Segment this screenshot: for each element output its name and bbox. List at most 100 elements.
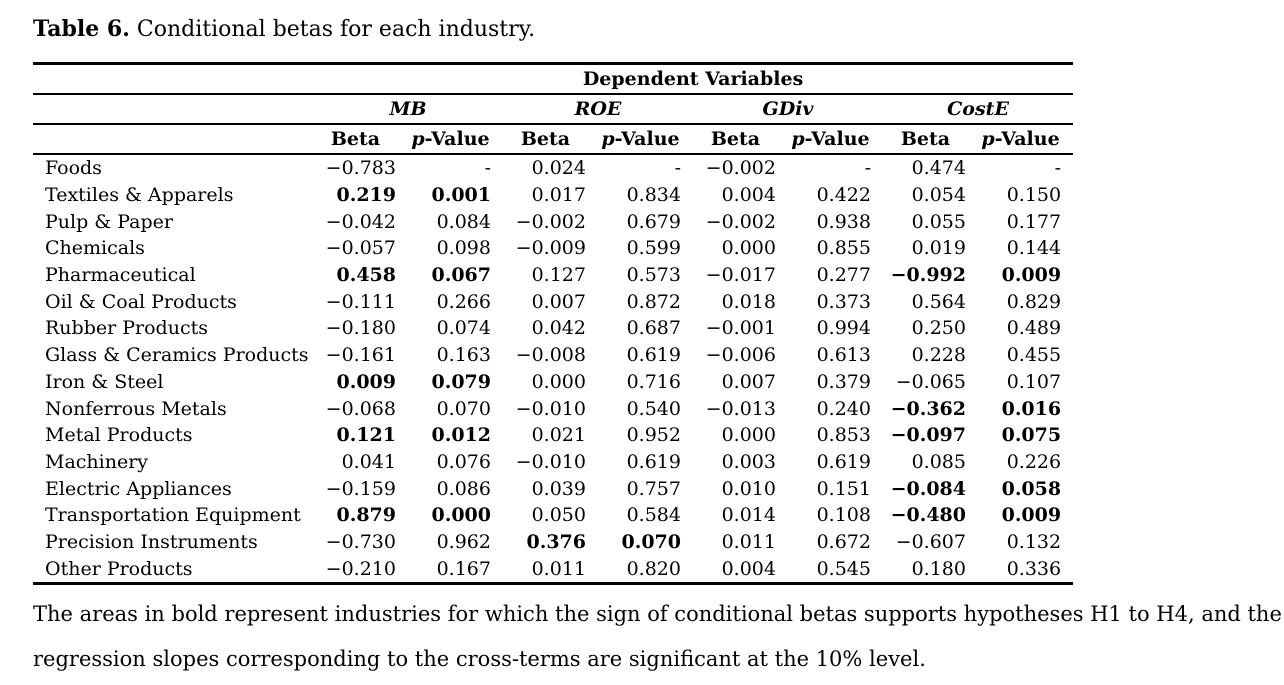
- beta-cell: 0.054: [911, 184, 966, 207]
- pvalue-cell: 0.016: [1001, 397, 1062, 420]
- beta-cell: 0.024: [531, 157, 586, 180]
- table-header: Dependent Variables MB ROE GDiv CostE Be…: [33, 63, 1074, 155]
- beta-column-header: Beta: [693, 124, 788, 155]
- table-caption-text: Conditional betas for each industry.: [136, 17, 536, 42]
- group-header-roe: ROE: [503, 94, 693, 125]
- table-footnote: The areas in bold represent industries f…: [33, 592, 1284, 682]
- pvalue-cell: 0.086: [436, 477, 491, 500]
- pvalue-cell: -: [484, 157, 491, 180]
- pvalue-cell: -: [864, 157, 871, 180]
- pvalue-cell: 0.132: [1006, 530, 1062, 553]
- pvalue-cell: 0.855: [816, 237, 871, 260]
- pvalue-cell: 0.829: [1006, 290, 1062, 313]
- beta-cell: −0.010: [515, 397, 586, 420]
- beta-cell: 0.050: [531, 504, 586, 527]
- beta-cell: 0.014: [721, 504, 776, 527]
- industry-cell: Glass & Ceramics Products: [45, 344, 309, 367]
- beta-cell: −0.042: [325, 210, 396, 233]
- beta-cell: 0.011: [721, 530, 776, 553]
- table-row: Metal Products 0.121 0.012 0.021 0.952 0.000 0…: [33, 422, 1073, 449]
- table-row: Pharmaceutical 0.458 0.067 0.127 0.573 −0.017…: [33, 262, 1073, 289]
- pvalue-p: p: [791, 128, 805, 150]
- pvalue-p: p: [981, 128, 995, 150]
- table-row: Machinery 0.041 0.076 −0.010 0.619 0.003 0.619…: [33, 449, 1073, 476]
- pvalue-cell: 0.687: [626, 317, 681, 340]
- table-row: Oil & Coal Products −0.111 0.266 0.007 0.872…: [33, 288, 1073, 315]
- pvalue-cell: 0.150: [1006, 184, 1062, 207]
- pvalue-cell: 0.009: [1001, 504, 1062, 527]
- beta-cell: −0.992: [890, 264, 966, 287]
- beta-cell: −0.006: [705, 344, 776, 367]
- industry-cell: Other Products: [45, 557, 193, 580]
- beta-cell: 0.219: [336, 184, 397, 207]
- beta-cell: 0.004: [721, 557, 776, 580]
- table-row: Iron & Steel 0.009 0.079 0.000 0.716 0.007 0.3…: [33, 369, 1073, 396]
- pvalue-cell: 0.422: [816, 184, 871, 207]
- pvalue-cell: 0.584: [626, 504, 681, 527]
- pvalue-cell: 0.336: [1006, 557, 1062, 580]
- pvalue-cell: 0.373: [816, 290, 871, 313]
- beta-cell: −0.010: [515, 450, 586, 473]
- header-spacer: [33, 94, 313, 125]
- pvalue-cell: 0.084: [436, 210, 491, 233]
- pvalue-cell: 0.074: [436, 317, 491, 340]
- pvalue-cell: 0.070: [436, 397, 491, 420]
- pvalue-p: p: [601, 128, 615, 150]
- pvalue-cell: 0.489: [1006, 317, 1062, 340]
- beta-cell: 0.180: [911, 557, 966, 580]
- industry-cell: Metal Products: [45, 424, 193, 447]
- pvalue-cell: -: [674, 157, 681, 180]
- pvalue-cell: 0.076: [436, 450, 491, 473]
- pvalue-cell: 0.853: [816, 424, 871, 447]
- beta-cell: −0.002: [515, 210, 586, 233]
- beta-cell: 0.085: [911, 450, 966, 473]
- footnote-line-1: The areas in bold represent industries f…: [33, 602, 1282, 626]
- pvalue-cell: 0.679: [626, 210, 681, 233]
- pvalue-cell: 0.167: [436, 557, 491, 580]
- beta-cell: −0.017: [705, 264, 776, 287]
- pvalue-cell: 0.240: [816, 397, 871, 420]
- dependent-variables-row: Dependent Variables: [33, 63, 1074, 95]
- table-row: Pulp & Paper −0.042 0.084 −0.002 0.679 −0.002…: [33, 208, 1073, 235]
- beta-cell: −0.161: [325, 344, 396, 367]
- pvalue-cell: -: [1054, 157, 1062, 180]
- pvalue-rest: -Value: [614, 128, 680, 150]
- beta-cell: 0.019: [911, 237, 966, 260]
- beta-cell: 0.039: [531, 477, 586, 500]
- pvalue-cell: 0.619: [626, 344, 681, 367]
- pvalue-cell: 0.151: [816, 477, 871, 500]
- pvalue-cell: 0.001: [431, 184, 492, 207]
- beta-cell: 0.010: [721, 477, 776, 500]
- pvalue-cell: 0.757: [626, 477, 681, 500]
- industry-cell: Oil & Coal Products: [45, 290, 237, 313]
- pvalue-cell: 0.277: [816, 264, 871, 287]
- pvalue-cell: 0.820: [626, 557, 681, 580]
- beta-cell: −0.159: [325, 477, 396, 500]
- beta-cell: 0.879: [336, 504, 397, 527]
- beta-cell: −0.097: [890, 424, 966, 447]
- pvalue-cell: 0.619: [816, 450, 871, 473]
- beta-cell: −0.730: [325, 530, 396, 553]
- industry-cell: Precision Instruments: [45, 530, 258, 553]
- pvalue-cell: 0.070: [621, 530, 682, 553]
- table-row: Rubber Products −0.180 0.074 0.042 0.687 −0.0…: [33, 315, 1073, 342]
- industry-cell: Transportation Equipment: [45, 504, 301, 527]
- pvalue-cell: 0.834: [626, 184, 681, 207]
- industry-cell: Nonferrous Metals: [45, 397, 227, 420]
- beta-cell: 0.021: [531, 424, 586, 447]
- beta-cell: −0.084: [890, 477, 966, 500]
- table-row: Other Products −0.210 0.167 0.011 0.820 0.004…: [33, 555, 1073, 583]
- group-header-row: MB ROE GDiv CostE: [33, 94, 1074, 125]
- group-header-mb: MB: [313, 94, 503, 125]
- beta-cell: −0.002: [705, 210, 776, 233]
- beta-cell: 0.055: [911, 210, 966, 233]
- pvalue-cell: 0.266: [436, 290, 491, 313]
- pvalue-rest: -Value: [994, 128, 1060, 150]
- beta-cell: 0.042: [531, 317, 586, 340]
- pvalue-cell: 0.098: [436, 237, 491, 260]
- pvalue-cell: 0.613: [816, 344, 871, 367]
- pvalue-cell: 0.079: [431, 370, 492, 393]
- pvalue-cell: 0.619: [626, 450, 681, 473]
- header-spacer: [33, 63, 313, 95]
